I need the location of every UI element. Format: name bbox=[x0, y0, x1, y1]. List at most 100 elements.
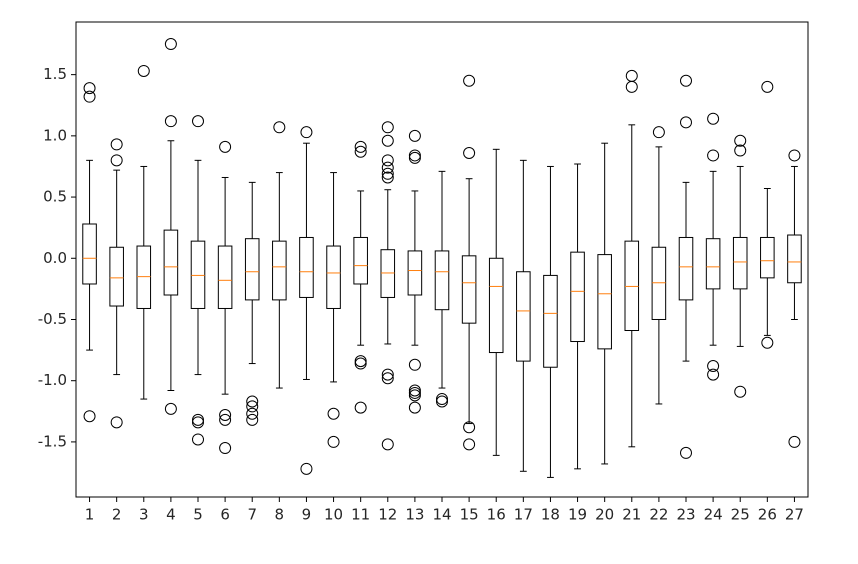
flier bbox=[625, 69, 638, 82]
flier bbox=[192, 115, 204, 128]
box bbox=[651, 246, 667, 320]
flier bbox=[381, 167, 394, 180]
x-tick-label: 14 bbox=[432, 506, 451, 524]
flier bbox=[408, 401, 421, 414]
y-tick-label: -0.5 bbox=[38, 310, 67, 328]
flier bbox=[219, 140, 232, 153]
flier bbox=[381, 372, 394, 385]
box bbox=[760, 236, 775, 279]
flier bbox=[761, 80, 774, 93]
x-tick-label: 19 bbox=[568, 506, 587, 524]
flier bbox=[680, 116, 692, 129]
plot-frame bbox=[75, 21, 809, 498]
box bbox=[407, 250, 423, 296]
box bbox=[326, 245, 341, 309]
flier bbox=[408, 129, 421, 142]
flier bbox=[761, 336, 774, 349]
flier bbox=[734, 134, 747, 147]
flier bbox=[652, 126, 665, 139]
x-tick-label: 3 bbox=[139, 506, 149, 524]
x-tick-label: 2 bbox=[112, 506, 122, 524]
flier bbox=[246, 400, 259, 413]
flier bbox=[300, 126, 313, 139]
box bbox=[380, 249, 396, 298]
x-tick-label: 26 bbox=[758, 506, 777, 524]
box bbox=[705, 238, 721, 290]
box bbox=[678, 236, 694, 301]
flier bbox=[408, 149, 421, 162]
x-tick-label: 6 bbox=[220, 506, 230, 524]
x-tick-label: 11 bbox=[351, 506, 370, 524]
x-tick-label: 15 bbox=[460, 506, 479, 524]
x-tick-label: 25 bbox=[731, 506, 750, 524]
box bbox=[597, 254, 612, 350]
x-tick-label: 5 bbox=[193, 506, 203, 524]
x-tick-label: 9 bbox=[302, 506, 312, 524]
flier bbox=[354, 355, 367, 368]
x-tick-label: 16 bbox=[487, 506, 506, 524]
y-tick-label: 0.5 bbox=[43, 188, 67, 206]
flier bbox=[381, 121, 394, 134]
flier bbox=[246, 395, 259, 408]
box bbox=[109, 246, 124, 307]
box bbox=[570, 251, 585, 343]
flier bbox=[436, 393, 448, 406]
box bbox=[353, 236, 368, 285]
flier bbox=[246, 413, 259, 426]
flier bbox=[354, 140, 367, 153]
flier bbox=[381, 161, 394, 174]
x-tick-label: 27 bbox=[785, 506, 804, 524]
flier bbox=[354, 145, 367, 158]
flier bbox=[354, 357, 367, 370]
x-tick-label: 21 bbox=[622, 506, 641, 524]
flier bbox=[463, 146, 476, 159]
flier bbox=[680, 74, 692, 87]
y-tick-label: -1.0 bbox=[38, 371, 67, 389]
flier bbox=[408, 386, 421, 399]
x-tick-label: 18 bbox=[541, 506, 560, 524]
x-tick-label: 24 bbox=[704, 506, 723, 524]
flier bbox=[734, 144, 747, 157]
flier bbox=[219, 413, 232, 426]
y-tick-label: -1.5 bbox=[38, 432, 67, 450]
box bbox=[82, 223, 97, 285]
flier bbox=[83, 90, 96, 103]
flier bbox=[463, 421, 476, 434]
box bbox=[244, 238, 260, 301]
flier bbox=[110, 416, 123, 429]
box bbox=[190, 240, 206, 309]
x-tick-label: 23 bbox=[676, 506, 695, 524]
flier bbox=[680, 446, 692, 459]
flier bbox=[300, 462, 313, 475]
x-tick-label: 20 bbox=[595, 506, 614, 524]
flier bbox=[436, 395, 448, 408]
flier bbox=[734, 385, 747, 398]
box bbox=[272, 240, 287, 301]
flier bbox=[354, 401, 367, 414]
box bbox=[136, 245, 152, 309]
x-tick-label: 10 bbox=[324, 506, 343, 524]
flier bbox=[381, 154, 394, 167]
y-tick-label: 0.0 bbox=[43, 249, 67, 267]
box bbox=[543, 274, 558, 368]
flier bbox=[83, 410, 96, 423]
flier bbox=[110, 138, 123, 151]
flier bbox=[408, 151, 421, 164]
x-tick-label: 22 bbox=[649, 506, 668, 524]
flier bbox=[707, 368, 720, 381]
x-tick-label: 13 bbox=[405, 506, 424, 524]
flier bbox=[381, 134, 394, 147]
flier bbox=[164, 115, 177, 128]
flier bbox=[707, 112, 720, 125]
flier bbox=[408, 358, 421, 371]
x-tick-label: 7 bbox=[247, 506, 257, 524]
flier bbox=[707, 149, 720, 162]
flier bbox=[463, 438, 476, 451]
box bbox=[217, 245, 233, 309]
box bbox=[488, 257, 504, 354]
box bbox=[516, 271, 531, 362]
flier bbox=[463, 74, 476, 87]
x-tick-label: 17 bbox=[514, 506, 533, 524]
box bbox=[434, 250, 450, 311]
